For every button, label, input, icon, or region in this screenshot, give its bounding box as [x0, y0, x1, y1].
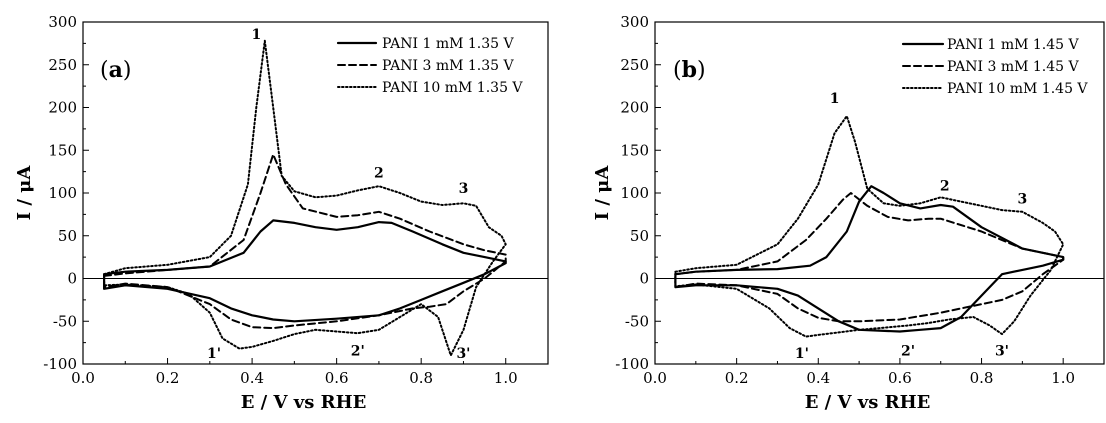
peak-annotation: 1' — [207, 346, 221, 362]
series-line-dashed — [674, 192, 1065, 323]
x-tick-label: 0.8 — [409, 369, 433, 387]
y-tick-label: -100 — [43, 355, 77, 373]
y-tick-label: -100 — [615, 355, 649, 373]
x-axis-title: E / V vs RHE — [241, 392, 367, 413]
x-tick-label: 0.2 — [156, 369, 180, 387]
peak-annotation: 1' — [795, 346, 809, 362]
y-tick-label: 100 — [48, 184, 77, 202]
y-tick-label: 250 — [48, 56, 77, 74]
peak-annotation: 2 — [374, 166, 384, 182]
x-tick-label: 0.4 — [240, 369, 264, 387]
peak-annotation: 3' — [456, 346, 470, 362]
y-tick-label: 200 — [48, 99, 77, 117]
y-tick-label: 300 — [48, 13, 77, 31]
peak-annotation: 1 — [830, 91, 840, 107]
y-tick-label: 50 — [630, 227, 649, 245]
y-tick-label: -50 — [53, 312, 77, 330]
series-line-solid — [674, 185, 1065, 333]
legend-label: PANI 3 mM 1.35 V — [382, 58, 515, 74]
y-tick-label: 100 — [620, 184, 649, 202]
y-tick-label: 250 — [620, 56, 649, 74]
y-axis-title: I / μA — [14, 165, 35, 221]
x-tick-label: 0.6 — [888, 369, 912, 387]
y-tick-label: 0 — [67, 270, 77, 288]
x-axis-title: E / V vs RHE — [805, 392, 931, 413]
legend-label: PANI 1 mM 1.45 V — [947, 37, 1080, 53]
y-tick-label: 50 — [58, 227, 77, 245]
series-line-dotted — [674, 115, 1065, 338]
peak-annotation: 3 — [459, 181, 469, 197]
peak-annotation: 2 — [940, 178, 950, 194]
peak-annotation: 1 — [251, 27, 261, 43]
legend-label: PANI 1 mM 1.35 V — [382, 36, 515, 52]
x-tick-label: 1.0 — [1051, 369, 1075, 387]
chart-panel-a: 0.0 0.2 0.4 0.6 0.8 1.0 -100 -50 0 50 100 150 200 250… — [14, 13, 549, 413]
panel-label: (b) — [673, 57, 706, 83]
x-tick-label: 0.8 — [970, 369, 994, 387]
series-line-dashed — [103, 153, 507, 330]
legend-label: PANI 10 mM 1.35 V — [382, 80, 523, 96]
chart-panel-b: 0.0 0.2 0.4 0.6 0.8 1.0 -100 -50 0 50 100 150 200 250… — [592, 13, 1105, 413]
peak-annotation: 2' — [901, 343, 915, 359]
panel-label: (a) — [100, 57, 131, 83]
peak-annotation: 3' — [995, 343, 1009, 359]
x-tick-label: 0.6 — [325, 369, 349, 387]
y-axis-title: I / μA — [592, 165, 613, 221]
peak-annotation: 2' — [351, 343, 365, 359]
x-tick-label: 1.0 — [494, 369, 518, 387]
peak-annotation: 3 — [1017, 191, 1027, 207]
x-tick-label: 0.4 — [806, 369, 830, 387]
y-tick-label: 150 — [620, 141, 649, 159]
y-tick-label: 300 — [620, 13, 649, 31]
legend-label: PANI 10 mM 1.45 V — [947, 81, 1088, 97]
y-tick-label: 150 — [48, 141, 77, 159]
y-tick-label: -50 — [625, 312, 649, 330]
legend-label: PANI 3 mM 1.45 V — [947, 59, 1080, 75]
x-tick-label: 0.0 — [643, 369, 667, 387]
x-tick-label: 0.0 — [71, 369, 95, 387]
y-tick-label: 200 — [620, 99, 649, 117]
series-line-dotted — [103, 39, 507, 357]
x-tick-label: 0.2 — [725, 369, 749, 387]
y-tick-label: 0 — [639, 270, 649, 288]
